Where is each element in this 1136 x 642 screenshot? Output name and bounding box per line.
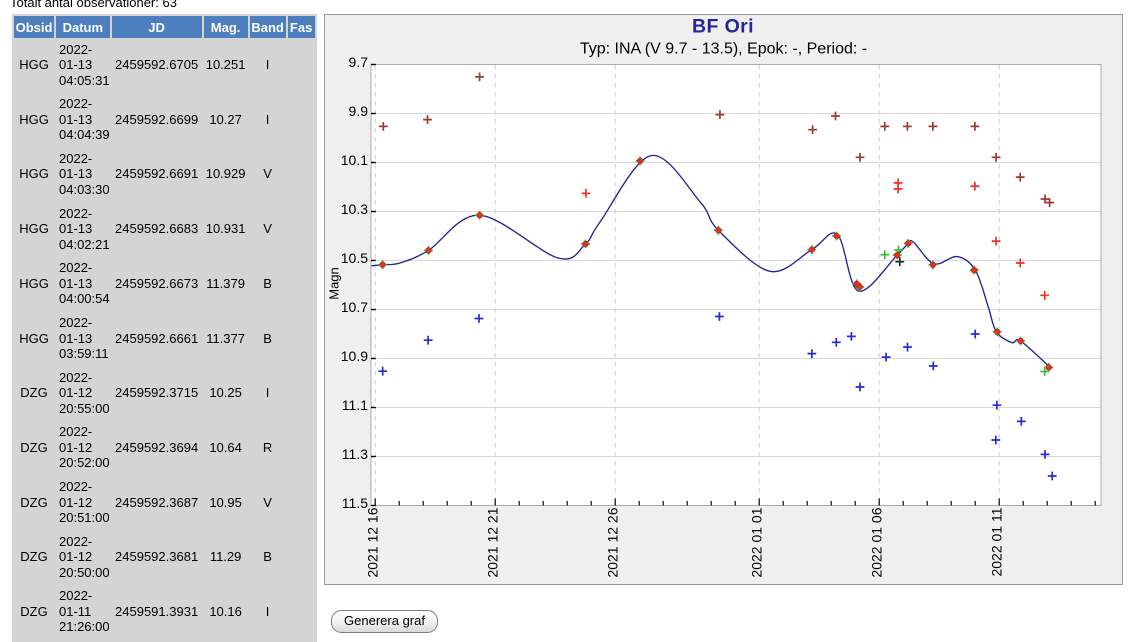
svg-text:Typ: INA (V 9.7 - 13.5), Epok:: Typ: INA (V 9.7 - 13.5), Epok: -, Period…: [580, 41, 867, 58]
svg-text:2022 01 11: 2022 01 11: [989, 507, 1005, 576]
svg-text:9.9: 9.9: [349, 103, 369, 119]
svg-text:11.3: 11.3: [342, 446, 368, 462]
svg-text:10.7: 10.7: [341, 299, 368, 315]
svg-text:10.5: 10.5: [341, 250, 368, 266]
svg-text:10.1: 10.1: [341, 152, 368, 168]
svg-text:2021 12 21: 2021 12 21: [485, 507, 501, 577]
svg-text:9.7: 9.7: [349, 54, 369, 70]
svg-text:10.3: 10.3: [341, 201, 368, 217]
svg-text:11.1: 11.1: [342, 397, 368, 413]
svg-text:2021 12 26: 2021 12 26: [605, 507, 621, 577]
svg-text:2021 12 16: 2021 12 16: [365, 507, 381, 577]
svg-text:10.9: 10.9: [341, 348, 368, 364]
svg-text:2022 01 01: 2022 01 01: [749, 507, 765, 577]
svg-text:11.5: 11.5: [342, 495, 368, 511]
svg-text:2022 01 06: 2022 01 06: [869, 507, 885, 577]
svg-text:BF Ori: BF Ori: [692, 16, 754, 38]
svg-text:Magn: Magn: [327, 267, 342, 300]
